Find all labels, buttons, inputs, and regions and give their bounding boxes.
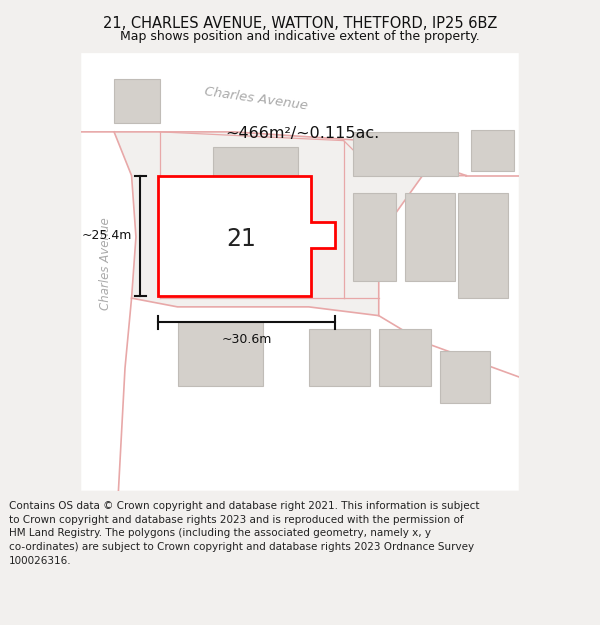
Bar bbox=[440, 351, 490, 403]
Text: Contains OS data © Crown copyright and database right 2021. This information is : Contains OS data © Crown copyright and d… bbox=[9, 501, 479, 566]
Bar bbox=[178, 322, 263, 386]
Bar bbox=[405, 193, 455, 281]
Text: Map shows position and indicative extent of the property.: Map shows position and indicative extent… bbox=[120, 30, 480, 43]
Bar bbox=[470, 129, 514, 171]
Text: ~30.6m: ~30.6m bbox=[221, 333, 272, 346]
Bar bbox=[114, 79, 160, 123]
Text: Charles Avenue: Charles Avenue bbox=[204, 86, 309, 112]
Bar bbox=[353, 193, 396, 281]
Polygon shape bbox=[81, 53, 519, 176]
Polygon shape bbox=[118, 298, 519, 491]
Text: 21, CHARLES AVENUE, WATTON, THETFORD, IP25 6BZ: 21, CHARLES AVENUE, WATTON, THETFORD, IP… bbox=[103, 16, 497, 31]
Bar bbox=[212, 147, 298, 228]
Bar bbox=[458, 193, 508, 298]
Bar bbox=[309, 329, 370, 386]
Bar bbox=[178, 193, 283, 281]
Bar bbox=[353, 132, 458, 176]
Text: Charles Avenue: Charles Avenue bbox=[99, 217, 112, 309]
Text: ~25.4m: ~25.4m bbox=[81, 229, 131, 242]
Polygon shape bbox=[379, 176, 519, 377]
Text: ~466m²/~0.115ac.: ~466m²/~0.115ac. bbox=[226, 126, 380, 141]
Bar bbox=[379, 329, 431, 386]
Text: 21: 21 bbox=[226, 227, 256, 251]
Polygon shape bbox=[81, 132, 136, 491]
Polygon shape bbox=[158, 176, 335, 296]
